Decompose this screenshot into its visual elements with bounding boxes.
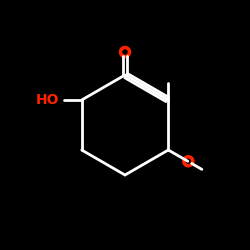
Text: HO: HO xyxy=(36,93,59,107)
